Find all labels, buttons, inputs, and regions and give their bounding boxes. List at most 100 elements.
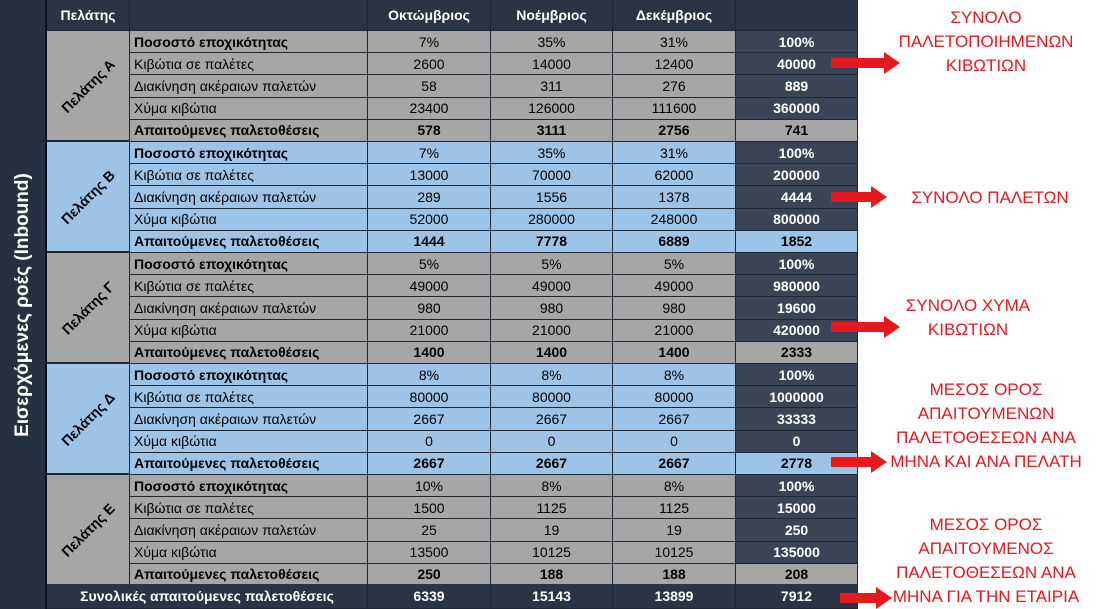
header-month-dec: Δεκέμβριος xyxy=(613,0,736,31)
row-label: Ποσοστό εποχικότητας xyxy=(130,142,368,165)
value-cell: 1125 xyxy=(491,497,613,520)
total-cell: 2333 xyxy=(736,341,858,364)
value-cell: 1444 xyxy=(368,230,491,253)
value-cell: 2667 xyxy=(613,452,736,475)
row-label: Κιβώτια σε παλέτες xyxy=(130,386,368,409)
arrow-icon xyxy=(840,587,892,609)
value-cell: 7778 xyxy=(491,230,613,253)
header-customer: Πελάτης xyxy=(47,0,130,31)
header-blank xyxy=(130,0,368,31)
value-cell: 35% xyxy=(491,31,613,54)
annotation-line: ΑΠΑΙΤΟΥΜΕΝΟΣ xyxy=(918,539,1054,558)
value-cell: 188 xyxy=(491,563,613,586)
value-cell: 8% xyxy=(613,475,736,498)
value-cell: 8% xyxy=(491,364,613,387)
value-cell: 70000 xyxy=(491,164,613,187)
vertical-section-label-text: Εισερχόμενες ροές (Inbound) xyxy=(11,172,33,437)
annotation-total-palletized-boxes: ΣΥΝΟΛΟ ΠΑΛΕΤΟΠΟΙΗΜΕΝΩΝ ΚΙΒΩΤΙΩΝ xyxy=(868,6,1104,78)
value-cell: 10125 xyxy=(613,541,736,564)
customer-name: Πελάτης Ε xyxy=(58,499,118,560)
value-cell: 8% xyxy=(368,364,491,387)
value-cell: 1400 xyxy=(491,341,613,364)
annotation-avg-company: ΜΕΣΟΣ ΟΡΟΣ ΑΠΑΙΤΟΥΜΕΝΟΣ ΠΑΛΕΤΟΘΕΣΕΩΝ ΑΝΑ… xyxy=(868,513,1104,609)
annotation-total-pallets: ΣΥΝΟΛΟ ΠΑΛΕΤΩΝ xyxy=(890,186,1090,210)
customer-name: Πελάτης Γ xyxy=(58,278,118,337)
value-cell: 2667 xyxy=(368,452,491,475)
row-label: Χύμα κιβώτια xyxy=(130,319,368,342)
row-label: Διακίνηση ακέραιων παλετών xyxy=(130,519,368,542)
annotation-line: ΚΙΒΩΤΙΩΝ xyxy=(945,56,1027,75)
customer-name: Πελάτης Β xyxy=(57,166,119,227)
total-cell: 33333 xyxy=(736,408,858,431)
value-cell: 980 xyxy=(491,297,613,320)
total-cell: 980000 xyxy=(736,275,858,298)
total-cell: 741 xyxy=(736,119,858,142)
customer-group-label: Πελάτης Ε xyxy=(47,475,130,586)
customer-group-label: Πελάτης Γ xyxy=(47,253,130,364)
value-cell: 80000 xyxy=(491,386,613,409)
value-cell: 80000 xyxy=(368,386,491,409)
annotation-line: ΚΙΒΩΤΙΩΝ xyxy=(927,320,1009,339)
arrow-icon xyxy=(831,52,900,74)
value-cell: 49000 xyxy=(491,275,613,298)
value-cell: 2667 xyxy=(613,408,736,431)
row-label: Απαιτούμενες παλετοθέσεις xyxy=(130,563,368,586)
customer-group-label: Πελάτης Α xyxy=(47,31,130,142)
value-cell: 1500 xyxy=(368,497,491,520)
value-cell: 5% xyxy=(613,253,736,276)
annotation-line: ΠΑΛΕΤΟΠΟΙΗΜΕΝΩΝ xyxy=(898,32,1074,51)
annotation-line: ΣΥΝΟΛΟ ΠΑΛΕΤΩΝ xyxy=(911,188,1069,207)
total-cell: 200000 xyxy=(736,164,858,187)
value-cell: 10% xyxy=(368,475,491,498)
footer-value-total: 7912 xyxy=(736,584,858,609)
value-cell: 21000 xyxy=(368,319,491,342)
total-cell: 100% xyxy=(736,475,858,498)
arrow-icon xyxy=(831,451,887,473)
vertical-section-label: Εισερχόμενες ροές (Inbound) xyxy=(0,0,47,609)
total-cell: 100% xyxy=(736,142,858,165)
annotation-line: ΜΕΣΟΣ ΟΡΟΣ xyxy=(929,515,1043,534)
value-cell: 980 xyxy=(368,297,491,320)
row-label: Ποσοστό εποχικότητας xyxy=(130,31,368,54)
row-label: Απαιτούμενες παλετοθέσεις xyxy=(130,119,368,142)
value-cell: 1400 xyxy=(613,341,736,364)
annotation-line: ΣΥΝΟΛΟ xyxy=(950,8,1022,27)
value-cell: 2756 xyxy=(613,119,736,142)
value-cell: 2667 xyxy=(368,408,491,431)
value-cell: 8% xyxy=(491,475,613,498)
value-cell: 0 xyxy=(491,430,613,453)
customer-group-label: Πελάτης Δ xyxy=(47,364,130,475)
value-cell: 311 xyxy=(491,75,613,98)
total-cell: 250 xyxy=(736,519,858,542)
value-cell: 578 xyxy=(368,119,491,142)
total-cell: 40000 xyxy=(736,53,858,76)
value-cell: 7% xyxy=(368,31,491,54)
value-cell: 0 xyxy=(368,430,491,453)
row-label: Απαιτούμενες παλετοθέσεις xyxy=(130,452,368,475)
value-cell: 111600 xyxy=(613,97,736,120)
annotation-line: ΠΑΛΕΤΟΘΕΣΕΩΝ ΑΝΑ xyxy=(896,428,1076,447)
pallet-table: Εισερχόμενες ροές (Inbound) Πελάτης Οκτώ… xyxy=(0,0,858,609)
row-label: Κιβώτια σε παλέτες xyxy=(130,164,368,187)
annotation-line: ΑΠΑΙΤΟΥΜΕΝΩΝ xyxy=(917,404,1055,423)
customer-group-label: Πελάτης Β xyxy=(47,142,130,253)
total-cell: 19600 xyxy=(736,297,858,320)
value-cell: 289 xyxy=(368,186,491,209)
value-cell: 276 xyxy=(613,75,736,98)
value-cell: 6889 xyxy=(613,230,736,253)
value-cell: 21000 xyxy=(491,319,613,342)
row-label: Διακίνηση ακέραιων παλετών xyxy=(130,297,368,320)
header-month-nov: Νοέμβριος xyxy=(491,0,613,31)
row-label: Χύμα κιβώτια xyxy=(130,97,368,120)
value-cell: 80000 xyxy=(613,386,736,409)
row-label: Κιβώτια σε παλέτες xyxy=(130,275,368,298)
value-cell: 31% xyxy=(613,142,736,165)
footer-value-nov: 15143 xyxy=(491,584,613,609)
annotation-line: ΠΑΛΕΤΟΘΕΣΕΩΝ ΑΝΑ xyxy=(896,563,1076,582)
total-cell: 360000 xyxy=(736,97,858,120)
value-cell: 250 xyxy=(368,563,491,586)
value-cell: 2600 xyxy=(368,53,491,76)
value-cell: 35% xyxy=(491,142,613,165)
value-cell: 25 xyxy=(368,519,491,542)
footer-label: Συνολικές απαιτούμενες παλετοθέσεις xyxy=(47,584,368,609)
